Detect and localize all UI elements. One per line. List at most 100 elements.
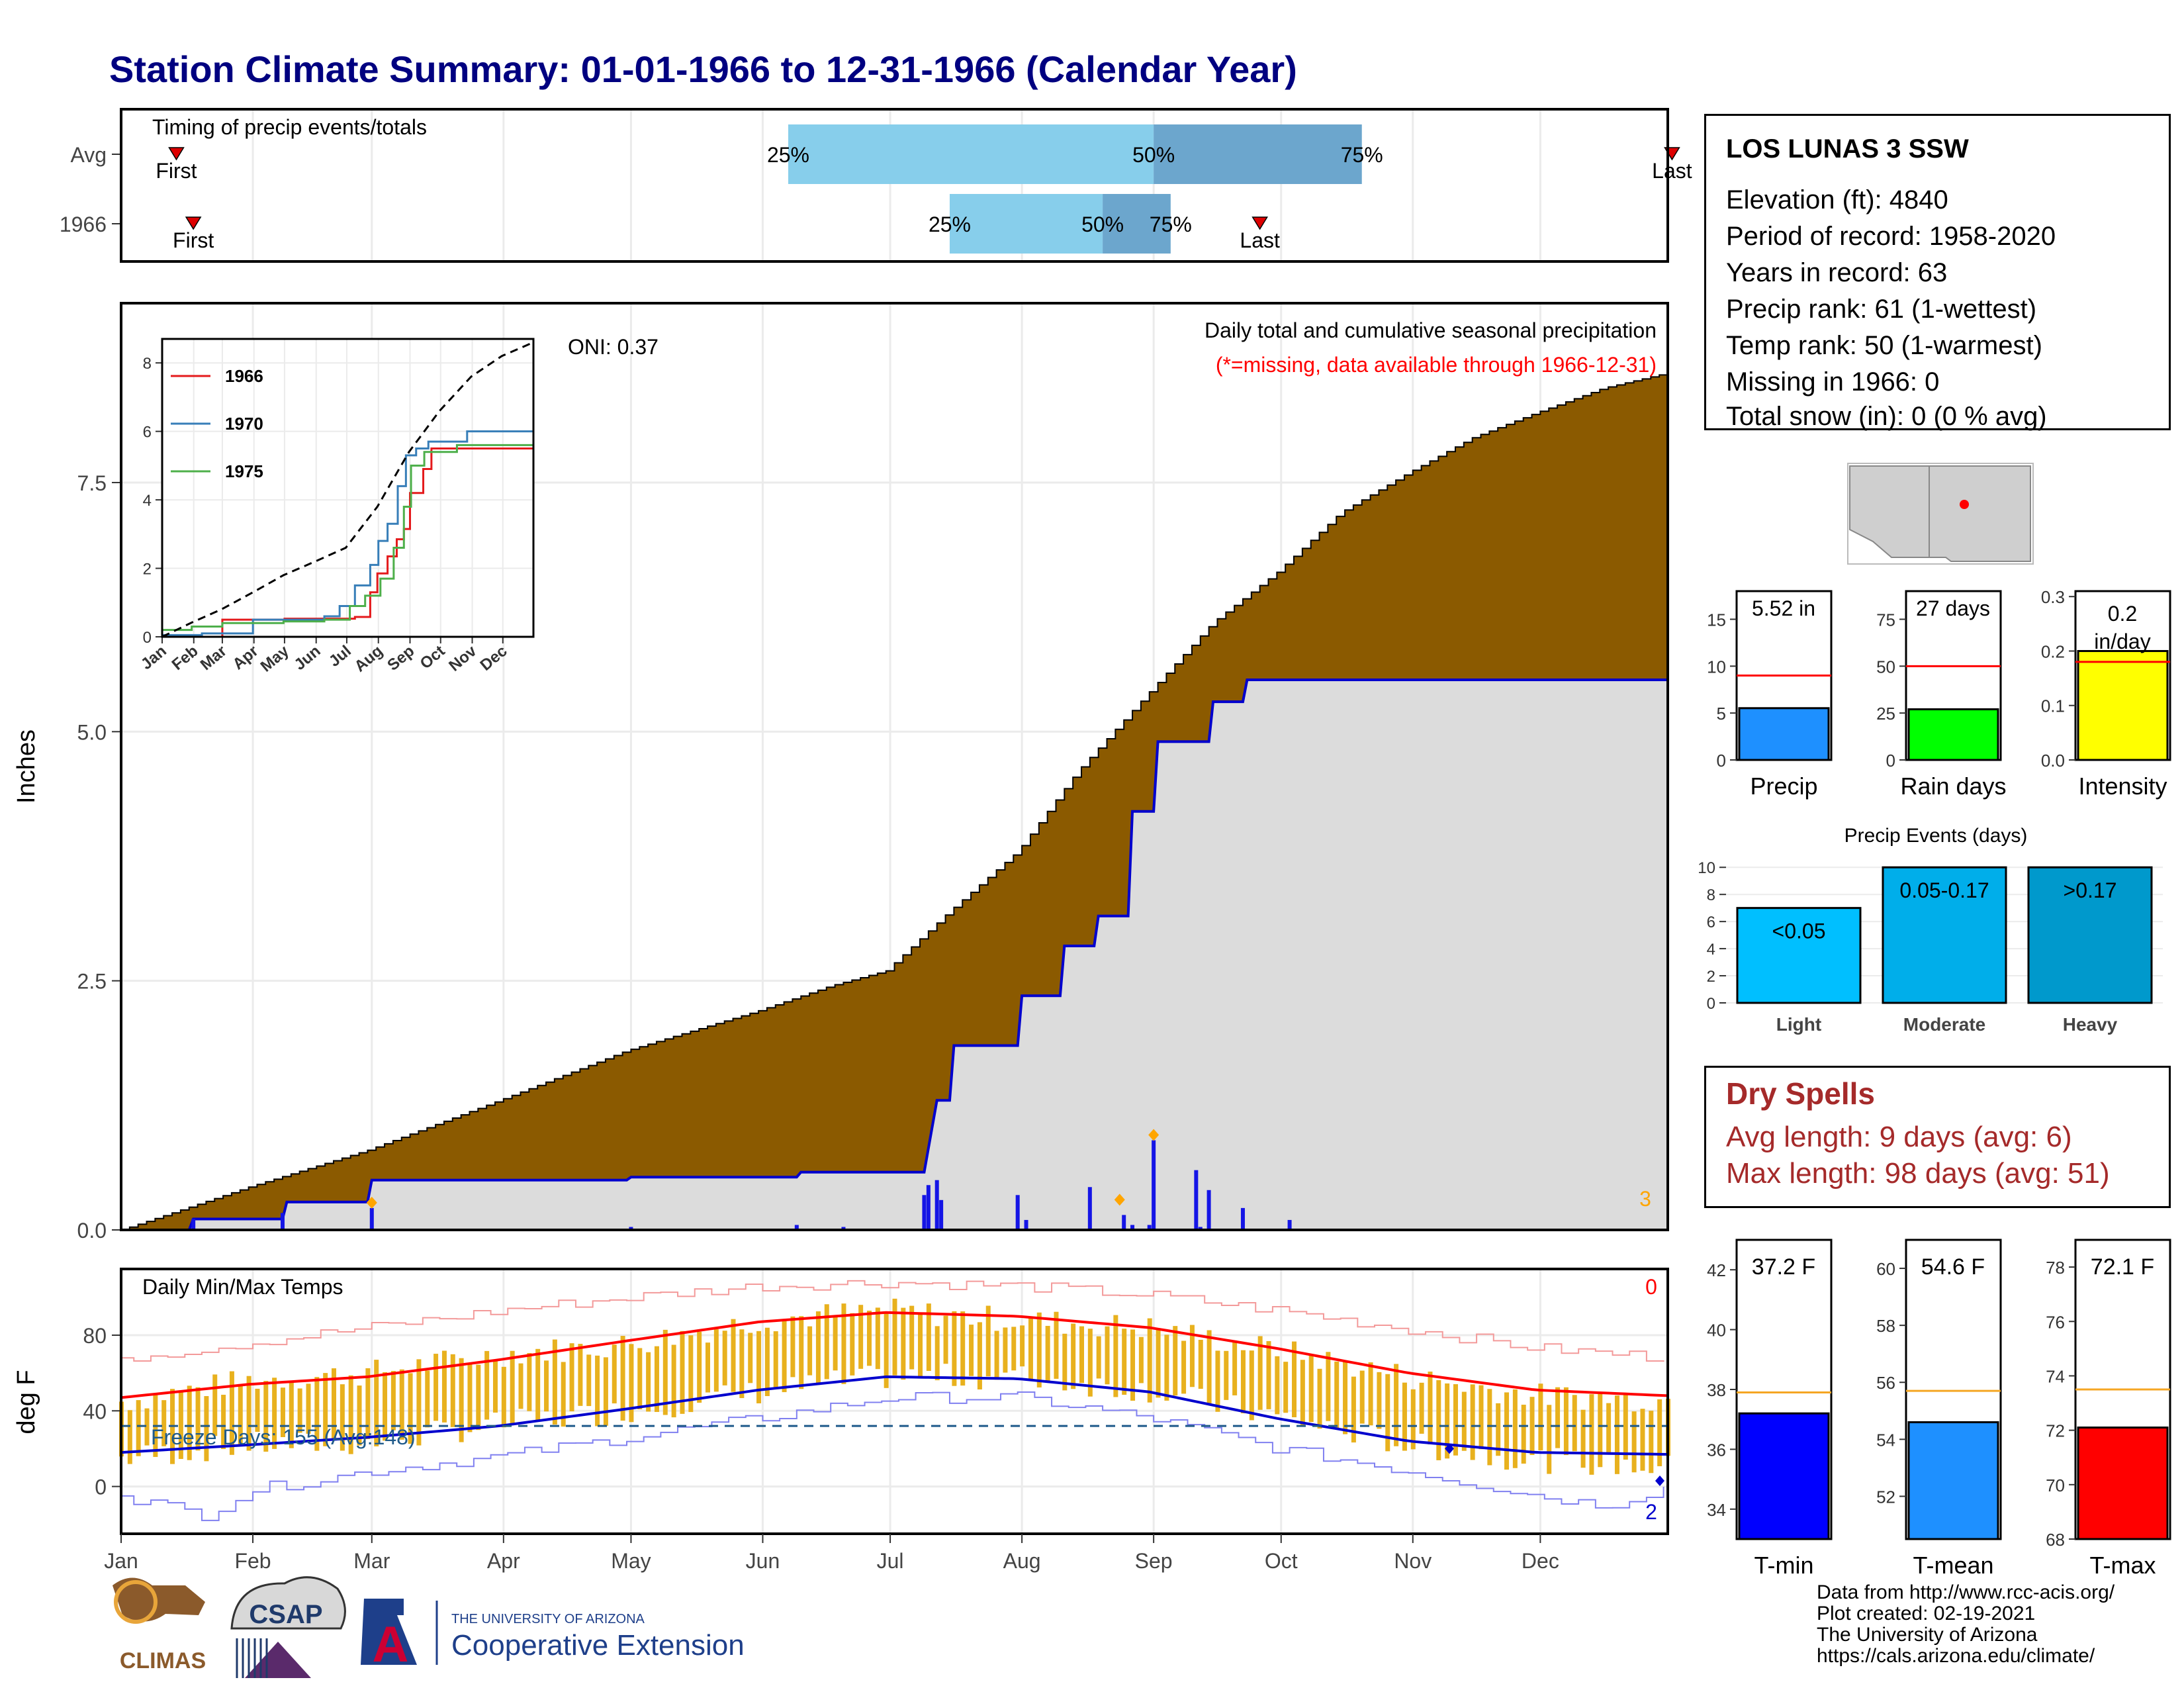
inset-series-line xyxy=(161,341,534,638)
temp-summary-ytick-label: 74 xyxy=(2046,1366,2065,1386)
daily-temp-bar xyxy=(909,1305,915,1370)
footer-created: Plot created: 02-19-2021 xyxy=(1817,1603,2036,1624)
daily-temp-bar xyxy=(441,1350,447,1423)
daily-temp-bar xyxy=(612,1344,617,1404)
daily-temp-bar xyxy=(450,1354,455,1427)
precip-summary-label: Intensity xyxy=(2078,773,2167,800)
precip-events-ytick-label: 8 xyxy=(1707,886,1715,904)
daily-precip-bar xyxy=(939,1199,944,1230)
dry-spells-max: Max length: 98 days (avg: 51) xyxy=(1726,1157,2110,1190)
daily-temp-bar xyxy=(1470,1384,1475,1460)
precip-summary-ytick-label: 0 xyxy=(1717,751,1726,771)
daily-temp-bar xyxy=(1606,1403,1612,1452)
daily-temp-bar xyxy=(1249,1350,1254,1421)
daily-temp-bar xyxy=(629,1344,634,1423)
precip-panel-subtitle: (*=missing, data available through 1966-… xyxy=(1216,353,1657,377)
month-label: May xyxy=(611,1549,651,1573)
daily-temp-bar xyxy=(680,1331,685,1414)
precip-summary-ytick-label: 0.0 xyxy=(2041,751,2065,771)
daily-temp-bar xyxy=(1563,1387,1569,1456)
daily-temp-bar xyxy=(1164,1335,1169,1401)
daily-temp-bar xyxy=(332,1368,337,1440)
precip-events-ytick-label: 2 xyxy=(1707,968,1715,986)
hot-day-count: 0 xyxy=(1645,1275,1657,1299)
temp-ytick-label: 80 xyxy=(83,1324,107,1348)
station-name: LOS LUNAS 3 SSW xyxy=(1726,134,1969,164)
timing-p50-label: 50% xyxy=(1132,143,1175,167)
daily-temp-bar xyxy=(1496,1403,1501,1456)
freeze-days-label: Freeze Days: 155 (Avg:148) xyxy=(151,1425,416,1449)
record-max-line xyxy=(121,1280,1664,1362)
daily-precip-bar xyxy=(1122,1215,1126,1230)
precip-summary-ytick-label: 15 xyxy=(1707,610,1726,630)
precip-event-bar xyxy=(1882,866,2007,1004)
daily-temp-bar xyxy=(306,1383,311,1434)
daily-temp-bar xyxy=(1181,1340,1187,1394)
daily-temp-bar xyxy=(229,1371,234,1455)
daily-precip-bar xyxy=(1287,1219,1292,1230)
last-event-marker xyxy=(1251,216,1268,230)
temp-summary-label: T-max xyxy=(2089,1552,2156,1579)
precip-total-label: 5.52 in xyxy=(1752,596,1815,620)
month-label: Jul xyxy=(877,1549,904,1573)
daily-temp-bar xyxy=(1266,1340,1271,1409)
dry-spells-title: Dry Spells xyxy=(1726,1076,1875,1111)
precip-summary-value-bar xyxy=(1907,708,1999,761)
daily-temp-bar xyxy=(875,1307,880,1370)
daily-temp-bar xyxy=(1300,1360,1305,1427)
timing-row-label: 1966 xyxy=(60,212,107,236)
daily-temp-bar xyxy=(1105,1326,1110,1385)
temp-summary-ytick-label: 40 xyxy=(1707,1321,1726,1340)
daily-temp-bar xyxy=(1122,1329,1127,1395)
daily-temp-bar xyxy=(212,1374,218,1436)
precip-events-title: Precip Events (days) xyxy=(1844,825,2028,847)
daily-temp-bar xyxy=(1538,1383,1543,1450)
daily-temp-bar xyxy=(1359,1370,1365,1424)
precip-summary-ytick-label: 0 xyxy=(1886,751,1895,771)
precip-summary-value-bar xyxy=(1738,707,1830,761)
daily-temp-bar xyxy=(1138,1336,1144,1383)
missing-count: 3 xyxy=(1639,1187,1651,1211)
timing-p75-label: 75% xyxy=(1341,143,1383,167)
ua-logo-extension: Cooperative Extension xyxy=(451,1629,745,1662)
daily-temp-bar xyxy=(985,1305,991,1377)
daily-temp-bar xyxy=(399,1369,404,1440)
daily-temp-bar xyxy=(756,1331,762,1403)
daily-temp-bar xyxy=(1640,1409,1645,1471)
daily-temp-bar xyxy=(977,1322,982,1389)
daily-temp-bar xyxy=(1054,1311,1059,1379)
daily-temp-bar xyxy=(340,1384,345,1451)
daily-temp-bar xyxy=(748,1333,753,1383)
precip-event-category-label: Heavy xyxy=(2063,1014,2118,1035)
daily-precip-bar xyxy=(1194,1170,1199,1230)
daily-temp-bar xyxy=(433,1354,439,1421)
timing-p50-label: 50% xyxy=(1081,212,1124,236)
daily-temp-bar xyxy=(1555,1387,1561,1448)
rain-days-label: 27 days xyxy=(1916,596,1990,620)
climas-logo-mark xyxy=(113,1577,205,1622)
precip-ylabel: Inches xyxy=(13,729,40,804)
daily-temp-bar xyxy=(374,1360,379,1447)
daily-temp-bar xyxy=(1598,1393,1603,1468)
daily-temp-bar xyxy=(1257,1336,1263,1410)
daily-temp-bar xyxy=(1198,1339,1203,1389)
daily-temp-bar xyxy=(960,1311,966,1386)
ua-logo-university: THE UNIVERSITY OF ARIZONA xyxy=(451,1612,645,1626)
daily-temp-bar xyxy=(255,1388,260,1432)
temp-summary-value-bar xyxy=(1907,1421,1999,1540)
daily-temp-bar xyxy=(136,1400,141,1456)
inset-series-line xyxy=(162,430,533,636)
precip-events-ytick-label: 10 xyxy=(1698,859,1715,877)
daily-temp-bar xyxy=(365,1368,371,1439)
station-precip-rank: Precip rank: 61 (1-wettest) xyxy=(1726,295,2037,324)
temp-summary-label: T-min xyxy=(1754,1552,1814,1579)
first-event-marker xyxy=(168,147,185,161)
precip-summary-ytick-label: 0.2 xyxy=(2041,641,2065,661)
daily-temp-bar xyxy=(569,1343,574,1412)
avg-max-temp-line xyxy=(120,1311,1668,1399)
daily-temp-bar xyxy=(1326,1352,1331,1421)
daily-temp-bar xyxy=(1385,1374,1390,1452)
daily-temp-bar xyxy=(1428,1372,1433,1444)
daily-temp-bar xyxy=(1351,1376,1356,1443)
precip-summary-value-bar xyxy=(2077,649,2169,761)
